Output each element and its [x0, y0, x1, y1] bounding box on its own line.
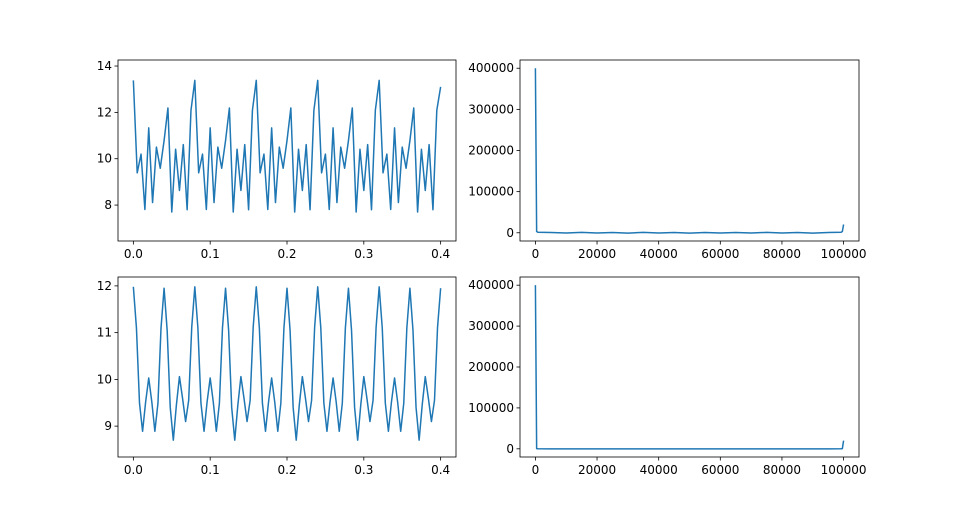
- x-tick-label: 0: [532, 463, 540, 477]
- x-tick-label: 0: [532, 247, 540, 261]
- x-tick-label: 0.3: [354, 247, 373, 261]
- y-tick-label: 0: [506, 226, 514, 240]
- data-line: [534, 68, 845, 234]
- axes-frame: [519, 59, 860, 242]
- x-tick-label: 80000: [763, 463, 801, 477]
- y-tick-label: 200000: [468, 144, 514, 158]
- y-tick-label: 400000: [468, 278, 514, 292]
- y-tick-label: 10: [97, 372, 112, 386]
- x-tick-label: 80000: [763, 247, 801, 261]
- x-tick-label: 0.4: [431, 463, 450, 477]
- x-tick-label: 60000: [701, 247, 739, 261]
- x-tick-label: 0.0: [124, 247, 143, 261]
- y-tick-label: 12: [97, 279, 112, 293]
- x-tick-label: 100000: [821, 463, 867, 477]
- axes-frame: [117, 59, 457, 242]
- y-tick-label: 300000: [468, 319, 514, 333]
- x-tick-label: 60000: [701, 463, 739, 477]
- data-line: [132, 286, 442, 441]
- x-tick-label: 40000: [640, 463, 678, 477]
- data-line: [132, 79, 442, 213]
- y-tick-label: 100000: [468, 185, 514, 199]
- y-tick-label: 300000: [468, 102, 514, 116]
- y-tick-label: 100000: [468, 401, 514, 415]
- y-tick-label: 200000: [468, 360, 514, 374]
- y-tick-label: 12: [97, 105, 112, 119]
- x-tick-label: 0.2: [277, 247, 296, 261]
- x-tick-label: 0.3: [354, 463, 373, 477]
- y-tick-label: 10: [97, 152, 112, 166]
- x-tick-label: 40000: [640, 247, 678, 261]
- x-tick-label: 100000: [821, 247, 867, 261]
- y-tick-label: 11: [97, 326, 112, 340]
- axes-frame: [519, 276, 860, 458]
- x-tick-label: 20000: [578, 247, 616, 261]
- x-tick-label: 0.1: [201, 463, 220, 477]
- y-tick-label: 14: [97, 59, 112, 73]
- x-tick-label: 20000: [578, 463, 616, 477]
- y-tick-label: 9: [104, 419, 112, 433]
- x-tick-label: 0.0: [124, 463, 143, 477]
- y-tick-label: 8: [104, 198, 112, 212]
- x-tick-label: 0.4: [431, 247, 450, 261]
- x-tick-label: 0.2: [277, 463, 296, 477]
- data-line: [534, 285, 845, 450]
- x-tick-label: 0.1: [201, 247, 220, 261]
- y-tick-label: 0: [506, 442, 514, 456]
- y-tick-label: 400000: [468, 61, 514, 75]
